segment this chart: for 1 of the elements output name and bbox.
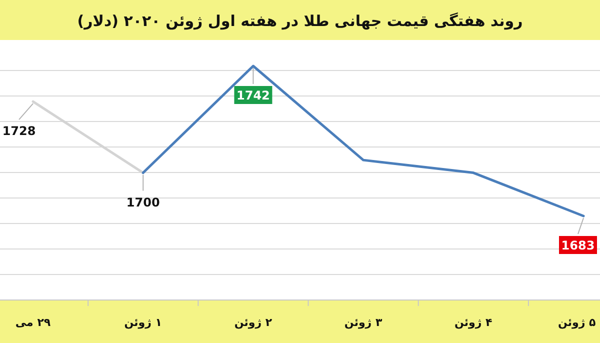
title: روند هفتگی قیمت جهانی طلا در هفته اول ژوئن ۲۰۲۰ (دلار) (77, 12, 523, 30)
